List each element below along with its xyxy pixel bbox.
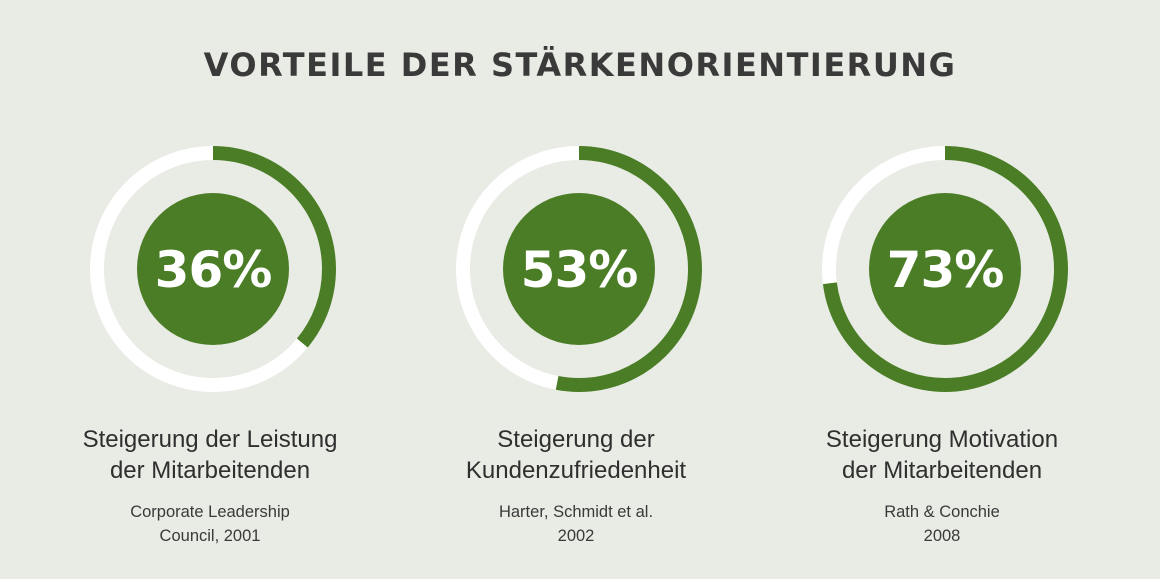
stat-label-line: Steigerung der Leistung — [82, 426, 338, 453]
percent-value: 73% — [887, 241, 1004, 299]
stat-label: Steigerung Motivation der Mitarbeitenden — [752, 424, 1132, 486]
stat-source: Harter, Schmidt et al. 2002 — [386, 500, 766, 548]
stat-source: Rath & Conchie 2008 — [752, 500, 1132, 548]
stat-source-line: Harter, Schmidt et al. — [498, 503, 654, 521]
stat-card-customer-satisfaction: 53% Steigerung der Kundenzufriedenheit H… — [386, 0, 766, 579]
stat-label-line: der Mitarbeitenden — [841, 457, 1043, 484]
ring-progress-arc — [822, 146, 1068, 392]
stat-card-motivation: 73% Steigerung Motivation der Mitarbeite… — [752, 0, 1132, 579]
stat-card-performance: 36% Steigerung der Leistung der Mitarbei… — [20, 0, 400, 579]
ring-progress-arc — [456, 146, 702, 392]
percent-value: 53% — [521, 241, 638, 299]
ring-center-disc — [137, 193, 289, 345]
stat-source-line: 2002 — [557, 527, 595, 545]
percent-value: 36% — [155, 241, 272, 299]
stat-label: Steigerung der Leistung der Mitarbeitend… — [20, 424, 400, 486]
progress-ring: 36% — [90, 146, 336, 392]
progress-ring: 73% — [822, 146, 1068, 392]
stat-label-line: der Mitarbeitenden — [109, 457, 311, 484]
stat-label: Steigerung der Kundenzufriedenheit — [386, 424, 766, 486]
stat-source: Corporate Leadership Council, 2001 — [20, 500, 400, 548]
stat-label-line: Steigerung der — [497, 426, 655, 453]
stat-source-line: Council, 2001 — [159, 527, 261, 545]
ring-progress-arc — [90, 146, 336, 392]
stat-source-line: Corporate Leadership — [130, 503, 290, 521]
ring-center-disc — [503, 193, 655, 345]
stat-source-line: 2008 — [923, 527, 961, 545]
stat-label-line: Steigerung Motivation — [825, 426, 1059, 453]
ring-center-disc — [869, 193, 1021, 345]
page-title: VORTEILE DER STÄRKENORIENTIERUNG — [203, 46, 957, 84]
stat-source-line: Rath & Conchie — [884, 503, 1000, 521]
stat-label-line: Kundenzufriedenheit — [465, 457, 687, 484]
progress-ring: 53% — [456, 146, 702, 392]
